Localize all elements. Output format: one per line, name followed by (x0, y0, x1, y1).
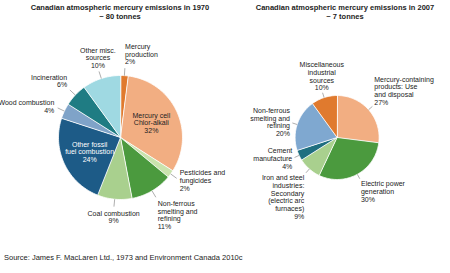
svg-text:Coal combustion9%: Coal combustion9% (88, 210, 140, 225)
html-text:~ 80 tonnes: ~ 80 tonnes (99, 12, 141, 21)
svg-text:Pesticides andfungicides2%: Pesticides andfungicides2% (180, 169, 226, 191)
svg-text:Non-ferroussmelting andrefinin: Non-ferroussmelting andrefining11% (158, 200, 198, 230)
html-text:Source: James F. MacLaren Ltd.: Source: James F. MacLaren Ltd., 1973 and… (4, 253, 243, 262)
svg-text:Electric powergeneration30%: Electric powergeneration30% (361, 180, 406, 202)
svg-text:Incineration6%: Incineration6% (31, 74, 67, 89)
svg-text:Mercury cellChlor-alkali32%: Mercury cellChlor-alkali32% (132, 112, 170, 134)
svg-text:Wood combustion4%: Wood combustion4% (0, 99, 54, 114)
html-text:~ 7 tonnes: ~ 7 tonnes (326, 12, 364, 21)
svg-text:Iron and steelindustries:Secon: Iron and steelindustries:Secondary(elect… (262, 174, 305, 220)
svg-text:Cementmanufacture4%: Cementmanufacture4% (253, 147, 292, 169)
svg-text:Mercuryproduction2%: Mercuryproduction2% (125, 43, 158, 65)
svg-text:Non-ferroussmelting andrefinin: Non-ferroussmelting andrefining20% (250, 107, 290, 137)
svg-text:Other fossilfuel combustion24%: Other fossilfuel combustion24% (65, 141, 114, 163)
html-text:Canadian atmospheric mercury e: Canadian atmospheric mercury emissions i… (30, 3, 210, 12)
svg-text:Other misc.sources10%: Other misc.sources10% (80, 47, 116, 69)
svg-text:Miscellaneousindustrialsources: Miscellaneousindustrialsources10% (300, 61, 345, 91)
svg-text:Mercury-containingproducts: Us: Mercury-containingproducts: Useand dispo… (374, 76, 434, 106)
html-text:Canadian atmospheric mercury e: Canadian atmospheric mercury emissions i… (255, 3, 435, 12)
